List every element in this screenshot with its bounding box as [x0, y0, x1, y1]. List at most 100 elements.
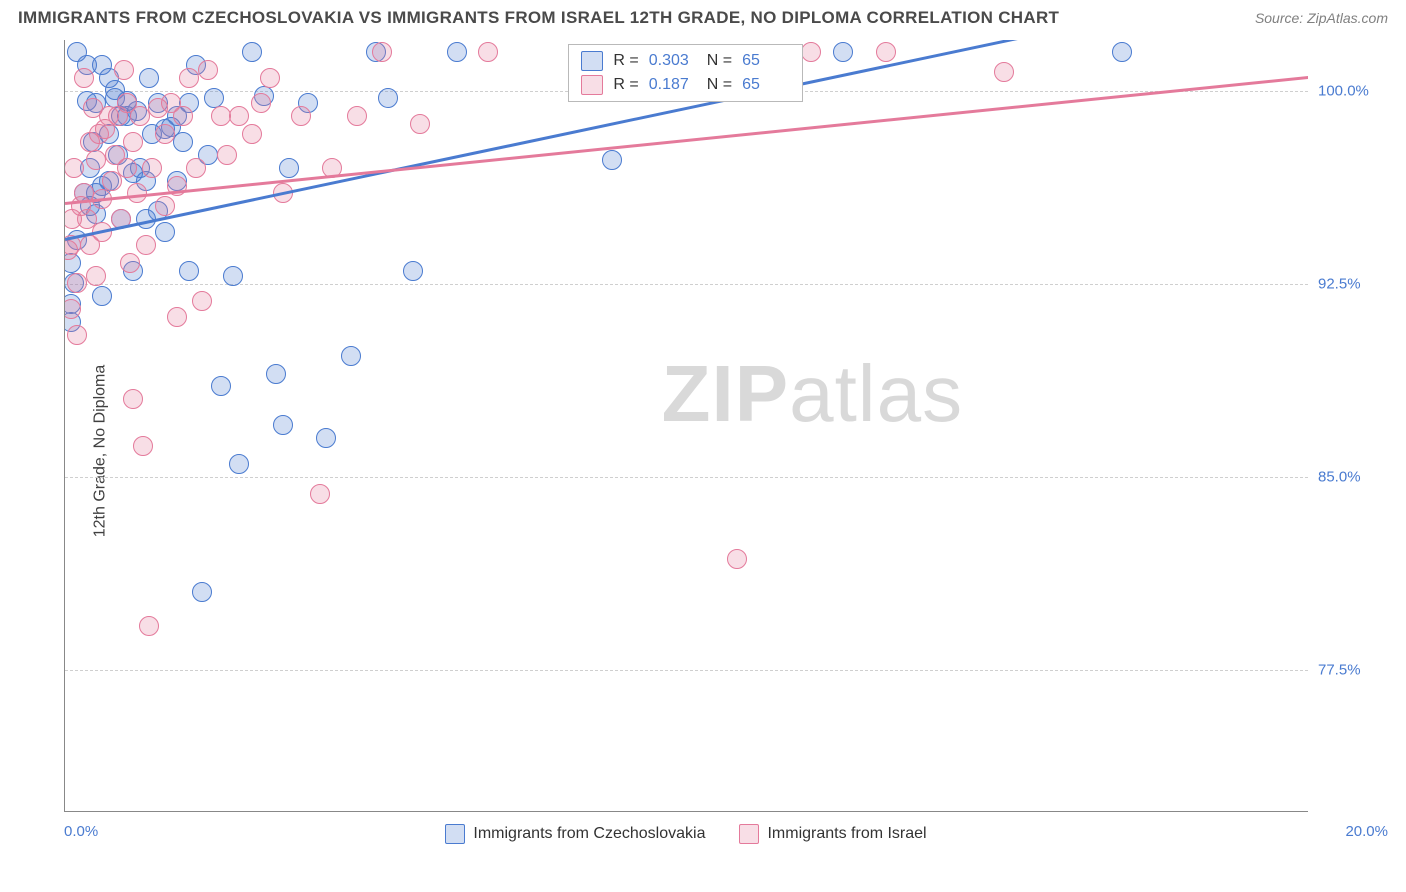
scatter-point	[155, 222, 175, 242]
scatter-point	[403, 261, 423, 281]
scatter-point	[155, 124, 175, 144]
y-tick-label: 77.5%	[1318, 662, 1388, 679]
scatter-point	[204, 88, 224, 108]
x-tick	[65, 811, 66, 812]
scatter-point	[260, 68, 280, 88]
scatter-point	[347, 106, 367, 126]
r-label: R =	[613, 76, 638, 94]
scatter-point	[242, 42, 262, 62]
scatter-point	[192, 291, 212, 311]
y-tick-label: 92.5%	[1318, 276, 1388, 293]
scatter-point	[410, 114, 430, 134]
scatter-point	[136, 235, 156, 255]
scatter-point	[223, 266, 243, 286]
legend-item-israel: Immigrants from Israel	[739, 824, 926, 844]
correlation-legend: R = 0.303 N = 65 R = 0.187 N = 65	[568, 44, 803, 102]
gridline	[65, 284, 1308, 285]
scatter-point	[602, 150, 622, 170]
scatter-point	[372, 42, 392, 62]
scatter-point	[86, 266, 106, 286]
scatter-point	[67, 273, 87, 293]
source-name: ZipAtlas.com	[1307, 10, 1388, 26]
scatter-point	[114, 60, 134, 80]
watermark: ZIPatlas	[662, 348, 963, 440]
scatter-point	[291, 106, 311, 126]
x-tick	[811, 811, 812, 812]
x-tick	[1060, 811, 1061, 812]
correlation-legend-row: R = 0.303 N = 65	[571, 49, 800, 73]
watermark-atlas: atlas	[789, 349, 963, 438]
n-label: N =	[707, 76, 732, 94]
n-value: 65	[742, 52, 790, 70]
scatter-point	[478, 42, 498, 62]
scatter-point	[211, 106, 231, 126]
scatter-point	[211, 376, 231, 396]
scatter-point	[801, 42, 821, 62]
legend-swatch-israel	[739, 824, 759, 844]
gridline	[65, 477, 1308, 478]
legend-label-czech: Immigrants from Czechoslovakia	[473, 825, 705, 843]
scatter-point	[186, 158, 206, 178]
scatter-point	[139, 68, 159, 88]
scatter-point	[67, 325, 87, 345]
scatter-point	[64, 158, 84, 178]
bottom-legend: Immigrants from Czechoslovakia Immigrant…	[64, 824, 1308, 844]
n-label: N =	[707, 52, 732, 70]
scatter-point	[130, 106, 150, 126]
n-value: 65	[742, 76, 790, 94]
scatter-point	[117, 158, 137, 178]
scatter-point	[273, 415, 293, 435]
scatter-point	[123, 132, 143, 152]
scatter-point	[447, 42, 467, 62]
legend-swatch	[581, 75, 603, 95]
scatter-point	[217, 145, 237, 165]
scatter-point	[876, 42, 896, 62]
scatter-point	[179, 261, 199, 281]
plot-area: ZIPatlas R = 0.303 N = 65 R = 0.187 N = 65	[64, 40, 1308, 812]
scatter-point	[251, 93, 271, 113]
legend-label-israel: Immigrants from Israel	[767, 825, 926, 843]
scatter-point	[229, 106, 249, 126]
source-label: Source:	[1255, 10, 1307, 26]
scatter-point	[173, 106, 193, 126]
title-bar: IMMIGRANTS FROM CZECHOSLOVAKIA VS IMMIGR…	[0, 0, 1406, 34]
legend-swatch-czech	[445, 824, 465, 844]
scatter-point	[198, 60, 218, 80]
scatter-point	[727, 549, 747, 569]
gridline	[65, 670, 1308, 671]
scatter-point	[833, 42, 853, 62]
scatter-point	[139, 616, 159, 636]
legend-swatch	[581, 51, 603, 71]
scatter-point	[74, 68, 94, 88]
source-credit: Source: ZipAtlas.com	[1255, 10, 1388, 26]
scatter-point	[155, 196, 175, 216]
scatter-point	[341, 346, 361, 366]
scatter-point	[120, 253, 140, 273]
watermark-zip: ZIP	[662, 349, 789, 438]
scatter-point	[266, 364, 286, 384]
scatter-point	[86, 150, 106, 170]
scatter-point	[229, 454, 249, 474]
x-tick	[563, 811, 564, 812]
r-value: 0.187	[649, 76, 697, 94]
scatter-point	[192, 582, 212, 602]
r-label: R =	[613, 52, 638, 70]
scatter-point	[133, 436, 153, 456]
scatter-point	[167, 307, 187, 327]
scatter-point	[142, 158, 162, 178]
legend-item-czech: Immigrants from Czechoslovakia	[445, 824, 705, 844]
y-tick-label: 85.0%	[1318, 469, 1388, 486]
plot-outer: ZIPatlas R =0.303N =65R =0.187N =65 0.0%…	[64, 40, 1388, 812]
scatter-point	[242, 124, 262, 144]
scatter-point	[316, 428, 336, 448]
chart-title: IMMIGRANTS FROM CZECHOSLOVAKIA VS IMMIGR…	[18, 8, 1059, 28]
scatter-point	[310, 484, 330, 504]
scatter-point	[279, 158, 299, 178]
scatter-point	[179, 68, 199, 88]
correlation-legend-row: R = 0.187 N = 65	[571, 73, 800, 97]
x-tick	[314, 811, 315, 812]
scatter-point	[173, 132, 193, 152]
y-tick-label: 100.0%	[1318, 83, 1388, 100]
scatter-point	[92, 286, 112, 306]
r-value: 0.303	[649, 52, 697, 70]
